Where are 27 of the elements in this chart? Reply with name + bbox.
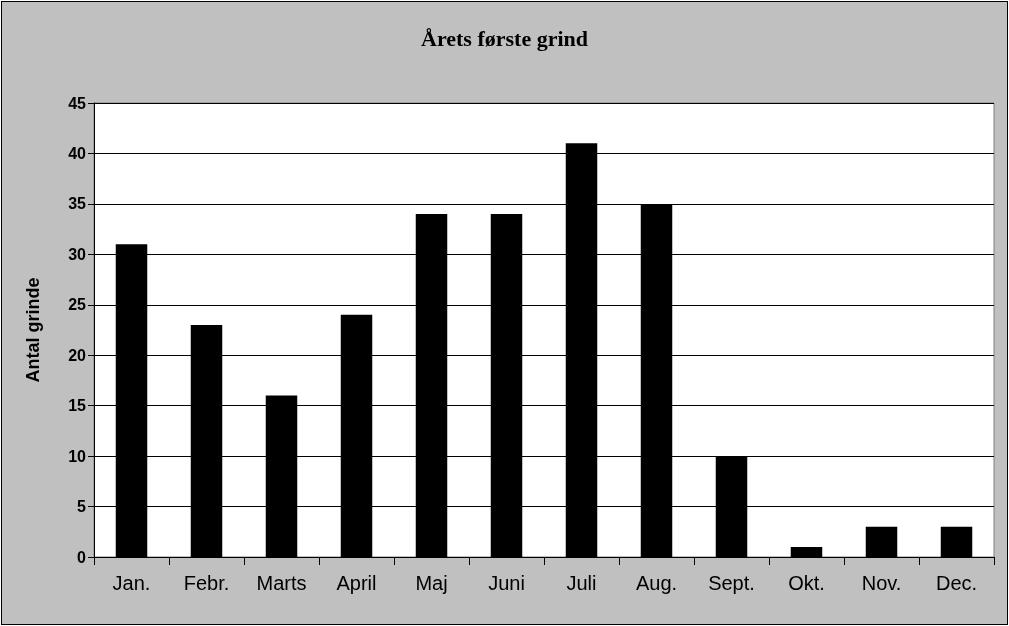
y-tick-label: 35 (68, 195, 87, 213)
y-axis-title: Antal grinde (23, 277, 43, 383)
x-tick-label: Maj (415, 572, 448, 594)
y-tick-label: 20 (68, 346, 87, 364)
x-tick-label: Marts (256, 572, 307, 594)
y-tick-label: 40 (68, 144, 87, 162)
chart-title: Årets første grind (421, 25, 588, 51)
bar (940, 526, 973, 557)
x-tick-label: April (336, 572, 377, 594)
x-tick-label: Sept. (708, 572, 755, 594)
y-tick-label: 25 (68, 296, 87, 314)
x-tick-label: Nov. (861, 572, 902, 594)
y-tick-label: 45 (68, 94, 87, 112)
bar (865, 526, 898, 557)
y-tick-label: 0 (77, 548, 87, 566)
y-tick-label: 10 (68, 447, 87, 465)
bar (790, 546, 823, 557)
x-tick-label: Aug. (635, 572, 678, 594)
x-tick-label: Jan. (112, 572, 151, 594)
x-tick-label: Juli (566, 572, 597, 594)
y-tick-label: 5 (77, 498, 87, 516)
x-tick-label: Juni (488, 572, 525, 594)
x-tick-label: Okt. (788, 572, 825, 594)
x-tick-label: Dec. (935, 572, 978, 594)
y-tick-label: 30 (68, 245, 87, 263)
y-tick-label: 15 (68, 397, 87, 415)
x-tick-label: Febr. (183, 572, 230, 594)
